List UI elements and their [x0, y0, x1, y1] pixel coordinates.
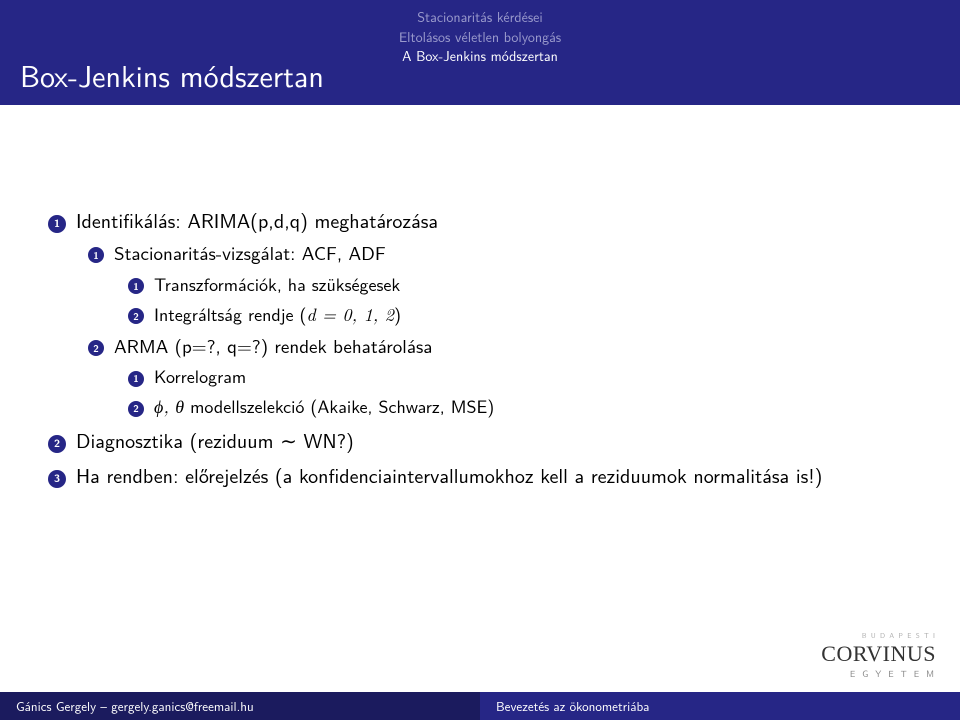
list-item: 2 ARMA (p=?, q=?) rendek behatárolása — [88, 332, 912, 360]
bullet-text: Korrelogram — [154, 362, 246, 389]
list-item: 1 Transzformációk, ha szükségesek — [128, 271, 912, 297]
bullet-text-post: ) — [394, 300, 401, 327]
bullet-number-icon: 3 — [48, 470, 66, 488]
bullet-text-pre: Integráltság rendje ( — [154, 300, 307, 327]
bullet-math: ϕ, θ — [154, 394, 184, 419]
list-item: 1 Korrelogram — [128, 363, 912, 389]
university-logo: B U D A P E S T I CORVINUS E G Y E T E M — [821, 631, 936, 680]
logo-subline: E G Y E T E M — [821, 667, 936, 680]
slide-content: 1 Identifikálás: ARIMA(p,d,q) meghatározá… — [48, 200, 912, 490]
bullet-text: Transzformációk, ha szükségesek — [154, 270, 400, 297]
footer-title: Bevezetés az ökonometriába — [480, 692, 960, 720]
bullet-number-icon: 2 — [128, 401, 144, 417]
slide-header: Stacionaritás kérdései Eltolásos véletle… — [0, 0, 960, 105]
list-item: 2 Integráltság rendje (d = 0, 1, 2) — [128, 301, 912, 328]
logo-brand: CORVINUS — [821, 641, 936, 667]
bullet-text: Stacionaritás-vizsgálat: ACF, ADF — [114, 238, 386, 266]
bullet-number-icon: 1 — [88, 247, 104, 263]
breadcrumb-line-2: Eltolásos véletlen bolyongás — [0, 28, 960, 48]
footer-author: Gánics Gergely – gergely.ganics@freemail… — [0, 692, 480, 720]
bullet-number-icon: 2 — [128, 308, 144, 324]
list-item: 1 Identifikálás: ARIMA(p,d,q) meghatározá… — [48, 206, 912, 235]
breadcrumb-line-1: Stacionaritás kérdései — [0, 8, 960, 28]
bullet-number-icon: 1 — [128, 278, 144, 294]
list-item: 3 Ha rendben: előrejelzés (a konfidenciai… — [48, 461, 912, 490]
list-item: 1 Stacionaritás-vizsgálat: ACF, ADF — [88, 239, 912, 267]
bullet-text: ARMA (p=?, q=?) rendek behatárolása — [114, 331, 432, 359]
list-item: 2 ϕ, θ modellszelekció (Akaike, Schwarz, … — [128, 393, 912, 420]
list-item: 2 Diagnosztika (reziduum ∼ WN?) — [48, 426, 912, 455]
bullet-text: Diagnosztika (reziduum ∼ WN?) — [76, 426, 354, 455]
bullet-number-icon: 2 — [48, 435, 66, 453]
bullet-number-icon: 1 — [48, 215, 66, 233]
bullet-text: Ha rendben: előrejelzés (a konfidenciain… — [76, 461, 822, 490]
bullet-math: d = 0, 1, 2 — [307, 302, 394, 327]
bullet-number-icon: 1 — [128, 371, 144, 387]
slide-footer: Gánics Gergely – gergely.ganics@freemail… — [0, 692, 960, 720]
bullet-text: Identifikálás: ARIMA(p,d,q) meghatározás… — [76, 206, 438, 235]
slide-title: Box-Jenkins módszertan — [20, 53, 324, 97]
bullet-number-icon: 2 — [88, 340, 104, 356]
logo-topline: B U D A P E S T I — [821, 631, 936, 641]
bullet-text: modellszelekció (Akaike, Schwarz, MSE) — [184, 392, 494, 419]
